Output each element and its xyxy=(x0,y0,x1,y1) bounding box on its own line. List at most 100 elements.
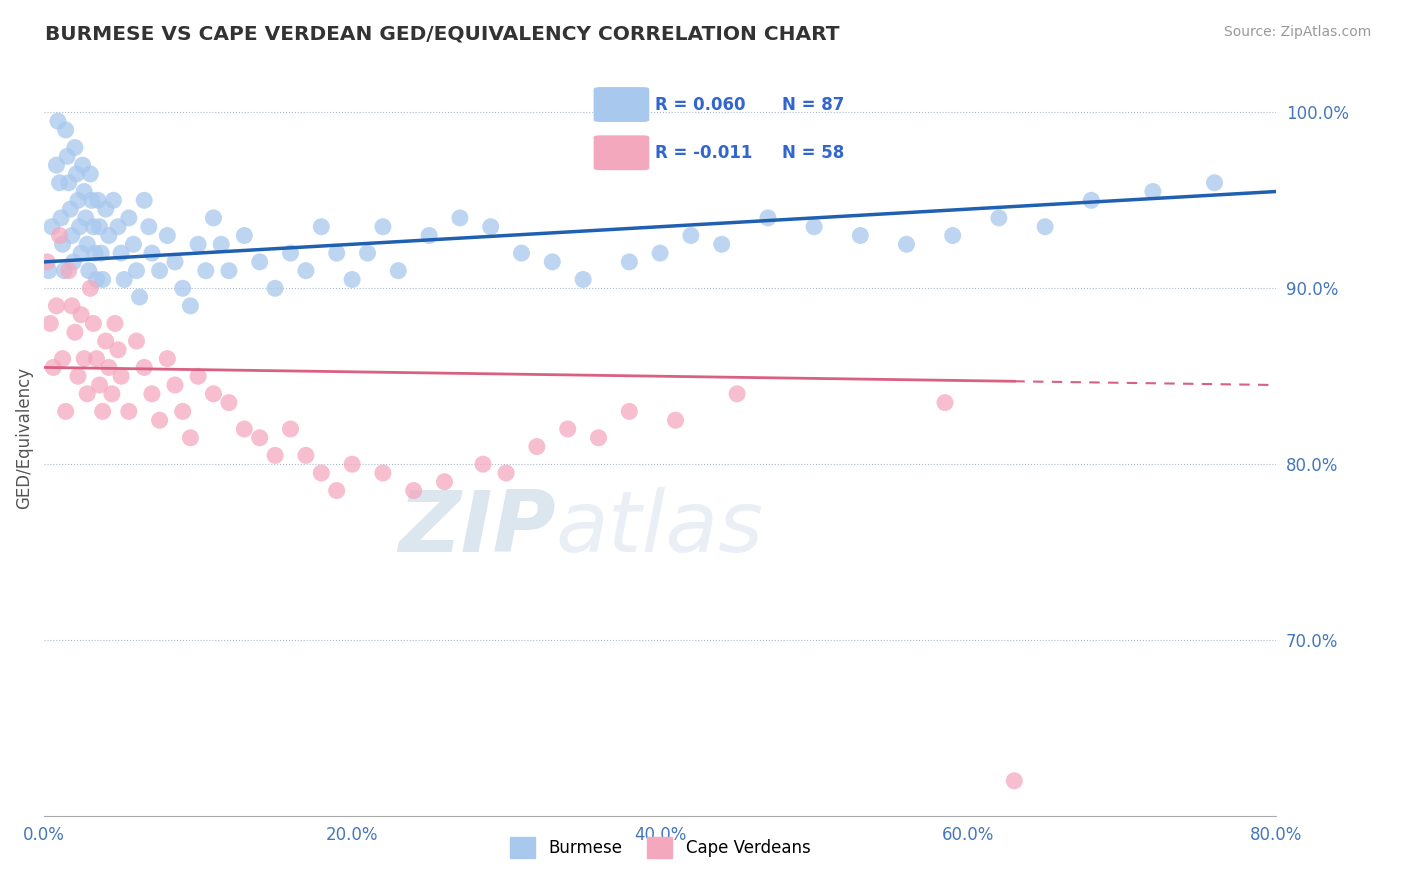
Point xyxy=(62,255,84,269)
Point xyxy=(52,351,75,366)
Point xyxy=(107,343,129,357)
Point xyxy=(48,228,70,243)
Point xyxy=(479,219,502,234)
Point xyxy=(187,369,209,384)
Point xyxy=(56,149,79,163)
Point xyxy=(449,211,471,225)
Point xyxy=(664,413,686,427)
Text: ZIP: ZIP xyxy=(398,487,555,570)
Point xyxy=(52,237,75,252)
Point xyxy=(63,140,86,154)
Point xyxy=(156,228,179,243)
Point xyxy=(49,211,72,225)
Point xyxy=(433,475,456,489)
Point xyxy=(77,263,100,277)
Point xyxy=(66,369,89,384)
Point xyxy=(97,360,120,375)
Point xyxy=(264,281,287,295)
Text: N = 58: N = 58 xyxy=(782,144,845,161)
Point xyxy=(163,255,186,269)
Point xyxy=(280,422,302,436)
Point xyxy=(134,194,156,208)
Point xyxy=(387,263,409,277)
Point xyxy=(149,263,172,277)
Point xyxy=(70,308,93,322)
Point xyxy=(896,237,918,252)
Point xyxy=(80,194,103,208)
Point xyxy=(46,114,69,128)
Point xyxy=(94,202,117,216)
Point xyxy=(65,167,87,181)
Point xyxy=(63,325,86,339)
FancyBboxPatch shape xyxy=(593,87,650,122)
Point xyxy=(233,228,256,243)
Point xyxy=(110,369,132,384)
Point xyxy=(756,211,779,225)
Y-axis label: GED/Equivalency: GED/Equivalency xyxy=(15,367,32,508)
Point xyxy=(84,246,107,260)
Point xyxy=(89,378,111,392)
Point xyxy=(125,334,148,348)
Point xyxy=(73,185,96,199)
Point xyxy=(112,272,135,286)
Point xyxy=(86,351,108,366)
Point xyxy=(619,255,641,269)
Point xyxy=(356,246,378,260)
Point xyxy=(179,431,201,445)
FancyBboxPatch shape xyxy=(593,136,650,170)
Point xyxy=(122,237,145,252)
Point xyxy=(86,272,108,286)
Point xyxy=(156,351,179,366)
Point xyxy=(495,466,517,480)
Point xyxy=(541,255,564,269)
Point xyxy=(1204,176,1226,190)
Point xyxy=(295,449,318,463)
Point xyxy=(172,404,194,418)
Point xyxy=(97,228,120,243)
Point xyxy=(82,317,104,331)
Point xyxy=(87,194,110,208)
Point xyxy=(118,404,141,418)
Point xyxy=(942,228,965,243)
Point xyxy=(249,255,271,269)
Point xyxy=(472,457,495,471)
Point xyxy=(725,386,748,401)
Point xyxy=(172,281,194,295)
Point xyxy=(295,263,318,277)
Point xyxy=(249,431,271,445)
Point xyxy=(1002,773,1025,788)
Point xyxy=(1033,219,1056,234)
Point xyxy=(510,246,533,260)
Point xyxy=(418,228,440,243)
Point xyxy=(1142,185,1164,199)
Point xyxy=(76,386,98,401)
Point xyxy=(58,176,80,190)
Point xyxy=(101,386,124,401)
Point xyxy=(37,255,59,269)
Point xyxy=(72,158,94,172)
Point xyxy=(75,211,97,225)
Point xyxy=(163,378,186,392)
Point xyxy=(110,246,132,260)
Point xyxy=(66,194,89,208)
Point xyxy=(45,158,67,172)
Point xyxy=(76,237,98,252)
Point xyxy=(557,422,579,436)
Point xyxy=(58,263,80,277)
Point xyxy=(60,299,83,313)
Point xyxy=(48,176,70,190)
Point xyxy=(138,219,160,234)
Point xyxy=(402,483,425,498)
Point xyxy=(91,404,114,418)
Text: R = 0.060: R = 0.060 xyxy=(655,95,747,113)
Point xyxy=(134,360,156,375)
Point xyxy=(70,246,93,260)
Point xyxy=(264,449,287,463)
Point xyxy=(149,413,172,427)
Text: R = -0.011: R = -0.011 xyxy=(655,144,752,161)
Point xyxy=(128,290,150,304)
Point xyxy=(59,202,82,216)
Point xyxy=(371,219,394,234)
Point xyxy=(934,395,956,409)
Point xyxy=(340,272,363,286)
